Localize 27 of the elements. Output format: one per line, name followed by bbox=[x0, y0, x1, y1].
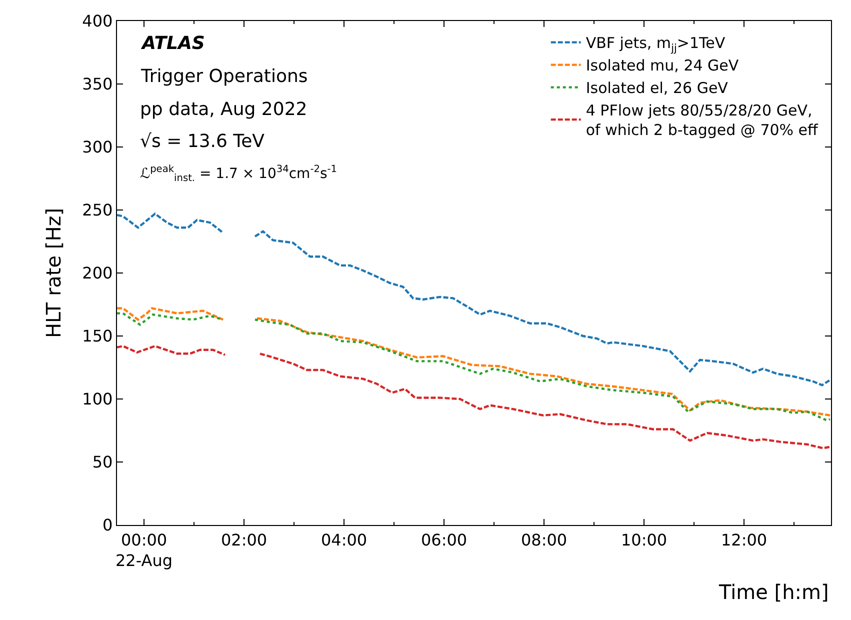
y-tick-label: 300 bbox=[82, 138, 113, 157]
annotation: pp data, Aug 2022 bbox=[140, 99, 308, 120]
x-tick-label: 10:00 bbox=[620, 530, 668, 550]
x-tick-label: 04:00 bbox=[320, 530, 368, 550]
y-tick-label: 50 bbox=[92, 452, 113, 472]
y-tick-label: 200 bbox=[82, 264, 113, 283]
annotation: Trigger Operations bbox=[140, 66, 308, 87]
y-tick-label: 100 bbox=[82, 390, 113, 409]
y-tick-label: 250 bbox=[82, 200, 113, 220]
legend-label: 4 PFlow jets 80/55/28/20 GeV, of which 2 b-tagged @ 70% eff bbox=[586, 102, 819, 140]
y-tick-label: 0 bbox=[102, 516, 113, 535]
legend-label: Isolated el, 26 GeV bbox=[586, 79, 729, 98]
y-tick-label: 350 bbox=[82, 74, 113, 94]
y-axis-title: HLT rate [Hz] bbox=[42, 208, 66, 338]
x-axis-title: Time [h:m] bbox=[718, 580, 829, 604]
y-tick-label: 400 bbox=[82, 12, 113, 31]
legend-label: Isolated mu, 24 GeV bbox=[586, 56, 740, 75]
y-tick-label: 150 bbox=[82, 326, 113, 346]
x-tick-label: 06:00 bbox=[420, 530, 468, 550]
x-tick-label: 12:00 bbox=[720, 530, 768, 550]
text: ℒ$^{peak}$$_{inst.}$ = 1.7 × 10$^{34}$cm$^{-2}$s$^{-1}$ bbox=[140, 164, 338, 184]
x-tick-label: 08:00 bbox=[520, 530, 568, 550]
annotation: √s = 13.6 TeV bbox=[140, 131, 266, 152]
x-tick-label: 00:00 22-Aug bbox=[115, 530, 173, 570]
annotation: ATLAS bbox=[140, 33, 205, 54]
x-tick-label: 02:00 bbox=[220, 530, 268, 550]
legend-label: VBF jets, m$_{jj}$>1TeV bbox=[586, 34, 726, 54]
